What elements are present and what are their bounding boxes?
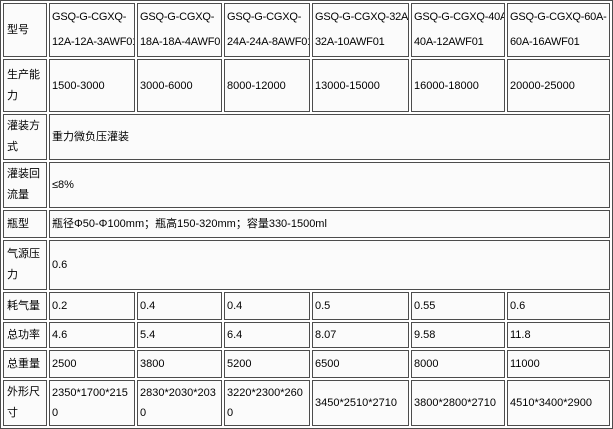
model-3-line-1: GSQ-G-CGXQ- — [227, 11, 302, 23]
cell-capacity-5: 16000-18000 — [411, 59, 505, 112]
model-4-line-1: GSQ-G-CGXQ-32A- — [315, 11, 409, 23]
cell-air-consumption-3: 0.4 — [224, 292, 310, 320]
model-1-line-1: GSQ-G-CGXQ- — [52, 11, 127, 23]
cell-dimensions-2: 2830*2030*2030 — [137, 380, 222, 426]
cell-dimensions-6: 4510*3400*2900 — [507, 380, 610, 426]
cell-total-weight-4: 6500 — [312, 350, 409, 378]
cell-model-3: GSQ-G-CGXQ- 24A-24A-8AWF01 — [224, 3, 310, 57]
cell-total-weight-6: 11000 — [507, 350, 610, 378]
table-row-filling-method: 灌装方式 重力微负压灌装 — [3, 114, 610, 160]
row-label-air-pressure: 气源压力 — [3, 240, 47, 290]
cell-capacity-3: 8000-12000 — [224, 59, 310, 112]
cell-total-power-6: 11.8 — [507, 322, 610, 348]
cell-model-5: GSQ-G-CGXQ-40A- 40A-12AWF01 — [411, 3, 505, 57]
row-label-total-weight: 总重量 — [3, 350, 47, 378]
row-label-air-consumption: 耗气量 — [3, 292, 47, 320]
table-row-bottle-type: 瓶型 瓶径Φ50-Φ100mm；瓶高150-320mm；容量330-1500ml — [3, 210, 610, 238]
cell-dimensions-4: 3450*2510*2710 — [312, 380, 409, 426]
model-1-line-2: 12A-12A-3AWF01 — [52, 36, 135, 48]
table-row-capacity: 生产能力 1500-3000 3000-6000 8000-12000 1300… — [3, 59, 610, 112]
model-5-line-2: 40A-12AWF01 — [414, 36, 484, 48]
cell-total-weight-1: 2500 — [49, 350, 135, 378]
model-3-line-2: 24A-24A-8AWF01 — [227, 36, 310, 48]
cell-model-4: GSQ-G-CGXQ-32A- 32A-10AWF01 — [312, 3, 409, 57]
cell-total-weight-5: 8000 — [411, 350, 505, 378]
row-label-filling-method: 灌装方式 — [3, 114, 47, 160]
cell-model-1: GSQ-G-CGXQ- 12A-12A-3AWF01 — [49, 3, 135, 57]
cell-total-weight-2: 3800 — [137, 350, 222, 378]
cell-capacity-2: 3000-6000 — [137, 59, 222, 112]
model-2-line-2: 18A-18A-4AWF01 — [140, 36, 222, 48]
cell-capacity-4: 13000-15000 — [312, 59, 409, 112]
cell-air-consumption-4: 0.5 — [312, 292, 409, 320]
cell-model-6: GSQ-G-CGXQ-60A- 60A-16AWF01 — [507, 3, 610, 57]
cell-model-2: GSQ-G-CGXQ- 18A-18A-4AWF01 — [137, 3, 222, 57]
model-2-line-1: GSQ-G-CGXQ- — [140, 11, 215, 23]
cell-total-power-4: 8.07 — [312, 322, 409, 348]
row-label-model: 型号 — [3, 3, 47, 57]
cell-total-power-5: 9.58 — [411, 322, 505, 348]
model-5-line-1: GSQ-G-CGXQ-40A- — [414, 11, 505, 23]
cell-air-consumption-1: 0.2 — [49, 292, 135, 320]
cell-air-pressure: 0.6 — [49, 240, 610, 290]
cell-air-consumption-2: 0.4 — [137, 292, 222, 320]
row-label-bottle-type: 瓶型 — [3, 210, 47, 238]
row-label-backflow: 灌装回流量 — [3, 162, 47, 208]
cell-capacity-6: 20000-25000 — [507, 59, 610, 112]
table-row-total-power: 总功率 4.6 5.4 6.4 8.07 9.58 11.8 — [3, 322, 610, 348]
cell-dimensions-3: 3220*2300*2600 — [224, 380, 310, 426]
cell-backflow: ≤8% — [49, 162, 610, 208]
table-row-model: 型号 GSQ-G-CGXQ- 12A-12A-3AWF01 GSQ-G-CGXQ… — [3, 3, 610, 57]
row-label-total-power: 总功率 — [3, 322, 47, 348]
table-row-total-weight: 总重量 2500 3800 5200 6500 8000 11000 — [3, 350, 610, 378]
model-4-line-2: 32A-10AWF01 — [315, 36, 385, 48]
row-label-capacity: 生产能力 — [3, 59, 47, 112]
table-row-air-pressure: 气源压力 0.6 — [3, 240, 610, 290]
table-row-air-consumption: 耗气量 0.2 0.4 0.4 0.5 0.55 0.6 — [3, 292, 610, 320]
cell-bottle-type: 瓶径Φ50-Φ100mm；瓶高150-320mm；容量330-1500ml — [49, 210, 610, 238]
cell-total-weight-3: 5200 — [224, 350, 310, 378]
cell-dimensions-5: 3800*2800*2710 — [411, 380, 505, 426]
cell-total-power-3: 6.4 — [224, 322, 310, 348]
cell-dimensions-1: 2350*1700*2150 — [49, 380, 135, 426]
cell-total-power-2: 5.4 — [137, 322, 222, 348]
row-label-dimensions: 外形尺寸 — [3, 380, 47, 426]
cell-capacity-1: 1500-3000 — [49, 59, 135, 112]
cell-air-consumption-5: 0.55 — [411, 292, 505, 320]
cell-total-power-1: 4.6 — [49, 322, 135, 348]
model-6-line-1: GSQ-G-CGXQ-60A- — [510, 11, 607, 23]
model-6-line-2: 60A-16AWF01 — [510, 36, 580, 48]
table-row-dimensions: 外形尺寸 2350*1700*2150 2830*2030*2030 3220*… — [3, 380, 610, 426]
table-row-backflow: 灌装回流量 ≤8% — [3, 162, 610, 208]
cell-air-consumption-6: 0.6 — [507, 292, 610, 320]
cell-filling-method: 重力微负压灌装 — [49, 114, 610, 160]
